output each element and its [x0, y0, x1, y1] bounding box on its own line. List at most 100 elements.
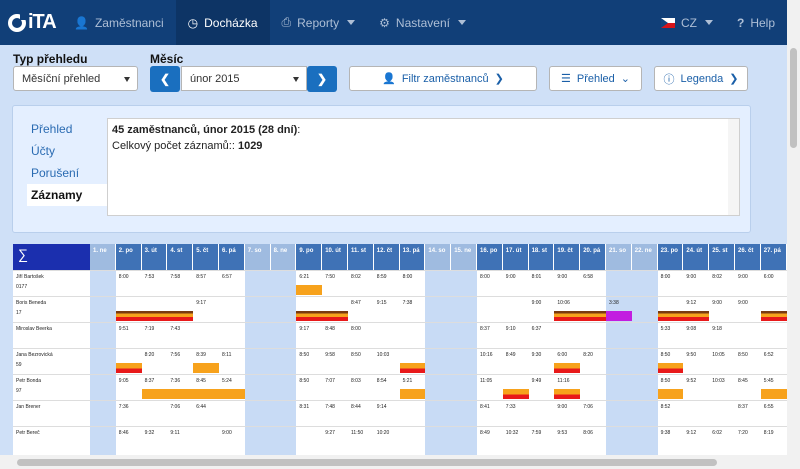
attendance-time[interactable]: 8:45 [196, 378, 206, 384]
day-header[interactable]: 9. po [296, 244, 323, 270]
attendance-time[interactable]: 11:16 [557, 378, 570, 384]
attendance-time[interactable]: 8:57 [196, 274, 206, 280]
day-header[interactable]: 10. út [322, 244, 348, 270]
day-header[interactable]: 14. so [425, 244, 452, 270]
employee-name[interactable]: Miroslav Beerka [13, 322, 90, 336]
attendance-time[interactable]: 6:37 [531, 326, 542, 332]
attendance-time[interactable]: 8:37 [144, 378, 155, 384]
day-header[interactable]: 20. pá [580, 244, 606, 270]
day-header[interactable]: 13. pá [399, 244, 426, 270]
attendance-time[interactable]: 11:05 [480, 378, 493, 384]
attendance-time[interactable]: 9:17 [299, 326, 310, 332]
overview-dropdown-button[interactable]: ☰ Přehled ⌄ [549, 66, 642, 91]
legend-button[interactable]: ⓘ Legenda ❯ [654, 66, 748, 91]
attendance-time[interactable]: 9:00 [738, 274, 748, 280]
sidenav-violations[interactable]: Porušení [31, 166, 80, 180]
attendance-time[interactable]: 9:15 [376, 300, 387, 306]
summary-textbox[interactable]: 45 zaměstnanců, únor 2015 (28 dní): Celk… [107, 118, 740, 216]
attendance-time[interactable]: 8:50 [660, 378, 671, 384]
attendance-time[interactable]: 7:59 [531, 430, 542, 436]
attendance-time[interactable]: 6:58 [583, 274, 593, 280]
nav-employees[interactable]: 👤 Zaměstnanci [62, 0, 176, 45]
day-header[interactable]: 8. ne [270, 244, 297, 270]
attendance-time[interactable]: 5:24 [222, 378, 232, 384]
attendance-time[interactable]: 8:54 [376, 378, 387, 384]
attendance-time[interactable]: 8:59 [376, 274, 387, 280]
day-header[interactable]: 27. pá [760, 244, 787, 270]
horizontal-scrollbar[interactable] [0, 455, 800, 469]
attendance-time[interactable]: 9:38 [660, 430, 671, 436]
attendance-time[interactable]: 8:02 [351, 274, 361, 280]
attendance-time[interactable]: 7:38 [402, 300, 413, 306]
status-bar[interactable] [167, 311, 194, 321]
status-bar[interactable] [580, 311, 606, 321]
status-bar[interactable] [554, 363, 581, 373]
attendance-time[interactable]: 8:41 [480, 404, 490, 410]
attendance-time[interactable]: 6:55 [763, 404, 774, 410]
status-bar[interactable] [115, 311, 142, 321]
attendance-time[interactable]: 8:00 [118, 274, 129, 280]
attendance-time[interactable]: 9:00 [557, 404, 568, 410]
status-bar[interactable] [760, 389, 787, 399]
previous-month-button[interactable]: ❮ [150, 66, 180, 92]
status-bar[interactable] [167, 389, 194, 399]
status-bar[interactable] [141, 389, 168, 399]
attendance-time[interactable]: 8:11 [222, 352, 232, 358]
attendance-time[interactable]: 6:44 [196, 404, 206, 410]
attendance-time[interactable]: 9:00 [505, 274, 516, 280]
next-month-button[interactable]: ❯ [307, 66, 337, 92]
attendance-time[interactable]: 9:00 [712, 300, 722, 306]
attendance-time[interactable]: 10:03 [376, 352, 390, 358]
day-header[interactable]: 25. st [709, 244, 735, 270]
status-bar[interactable] [399, 363, 426, 373]
attendance-time[interactable]: 7:06 [170, 404, 181, 410]
attendance-time[interactable]: 8:00 [402, 274, 413, 280]
attendance-time[interactable]: 8:02 [712, 274, 722, 280]
attendance-time[interactable]: 9:58 [325, 352, 335, 358]
day-header[interactable]: 12. čt [373, 244, 400, 270]
status-bar[interactable] [760, 311, 787, 321]
day-header[interactable]: 7. so [244, 244, 271, 270]
attendance-time[interactable]: 8:39 [196, 352, 206, 358]
day-header[interactable]: 11. st [348, 244, 374, 270]
status-bar[interactable] [554, 311, 581, 321]
attendance-time[interactable]: 7:56 [170, 352, 181, 358]
attendance-time[interactable]: 6:52 [763, 352, 774, 358]
attendance-time[interactable]: 9:00 [686, 274, 697, 280]
attendance-time[interactable]: 5:33 [660, 326, 671, 332]
day-header[interactable]: 19. čt [554, 244, 581, 270]
attendance-time[interactable]: 9:10 [505, 326, 516, 332]
status-bar[interactable] [502, 389, 529, 399]
status-bar[interactable] [322, 311, 348, 321]
vertical-scroll-thumb[interactable] [790, 48, 797, 148]
status-bar[interactable] [399, 389, 426, 399]
attendance-time[interactable]: 9:49 [531, 378, 542, 384]
attendance-time[interactable]: 9:00 [557, 274, 568, 280]
attendance-time[interactable]: 9:05 [118, 378, 129, 384]
attendance-time[interactable]: 8:00 [660, 274, 671, 280]
language-selector[interactable]: CZ [649, 0, 725, 45]
attendance-time[interactable]: 9:00 [531, 300, 542, 306]
day-header[interactable]: 5. čt [193, 244, 219, 270]
month-select[interactable]: únor 2015 [181, 66, 307, 91]
day-header[interactable]: 17. út [502, 244, 529, 270]
attendance-time[interactable]: 8:50 [299, 352, 310, 358]
nav-attendance[interactable]: ◷ Docházka [175, 0, 270, 45]
attendance-time[interactable]: 9:08 [686, 326, 697, 332]
day-header[interactable]: 4. st [167, 244, 194, 270]
attendance-time[interactable]: 8:50 [299, 378, 310, 384]
employee-name[interactable]: Boris Beneda 17 [13, 296, 90, 320]
day-header[interactable]: 21. so [606, 244, 632, 270]
attendance-time[interactable]: 7:48 [325, 404, 335, 410]
attendance-time[interactable]: 6:21 [299, 274, 310, 280]
attendance-time[interactable]: 8:20 [583, 352, 593, 358]
horizontal-scroll-thumb[interactable] [17, 459, 717, 466]
attendance-time[interactable]: 9:52 [686, 378, 697, 384]
attendance-time[interactable]: 9:53 [557, 430, 568, 436]
attendance-time[interactable]: 7:33 [505, 404, 516, 410]
attendance-time[interactable]: 5:45 [763, 378, 774, 384]
status-bar[interactable] [219, 389, 245, 399]
sidenav-records[interactable]: Záznamy [27, 184, 107, 206]
status-bar[interactable] [554, 389, 581, 399]
attendance-time[interactable]: 9:14 [376, 404, 387, 410]
